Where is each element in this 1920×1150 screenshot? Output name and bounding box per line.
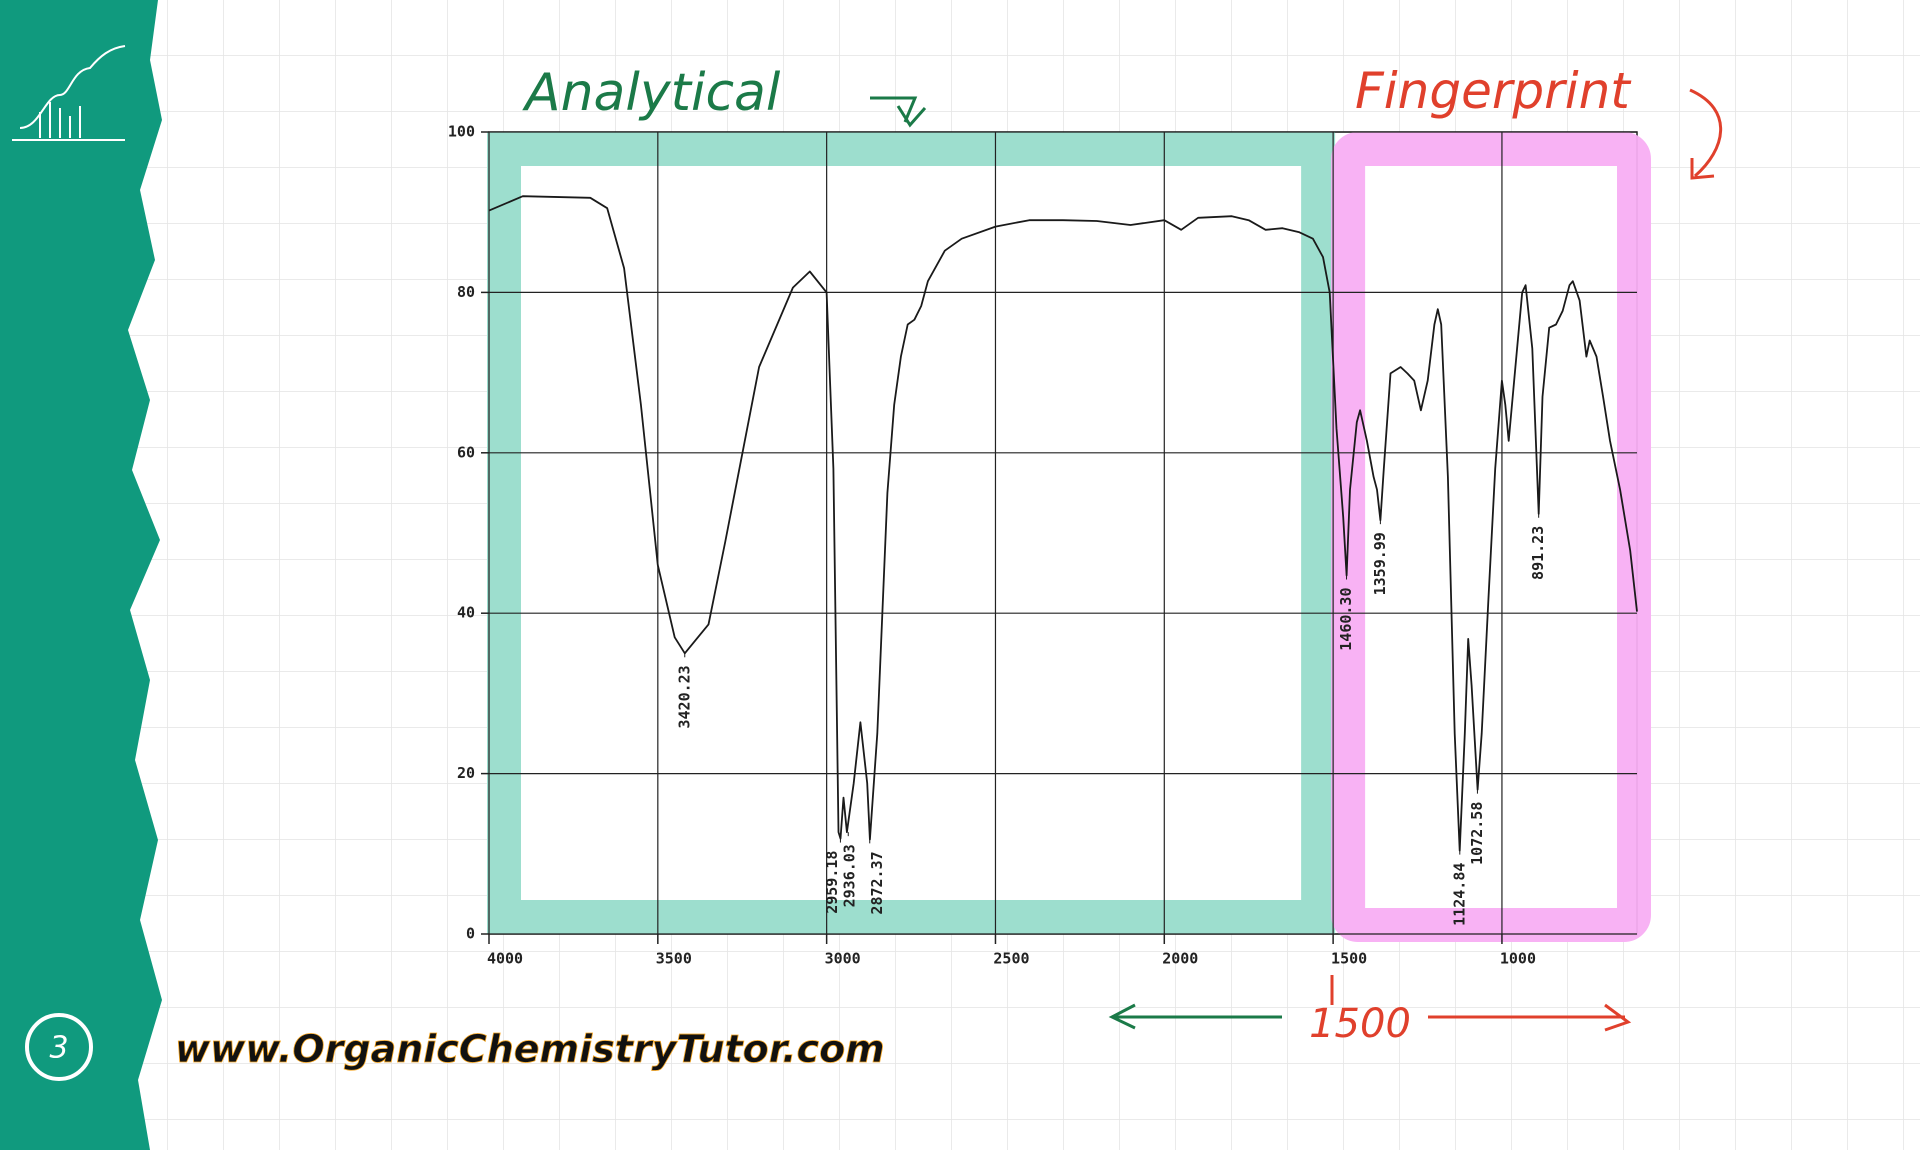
page-circle [25, 1013, 93, 1081]
analytical-label: Analytical [522, 63, 781, 123]
peak-label: 1124.84 [1450, 863, 1468, 926]
peak-label: 891.23 [1529, 526, 1547, 580]
x-tick-label: 3000 [825, 950, 861, 968]
peak-label: 1460.30 [1337, 588, 1355, 651]
fingerprint-label: Fingerprint [1355, 62, 1632, 120]
y-tick-label: 20 [457, 764, 475, 782]
peak-label: 2936.03 [841, 844, 859, 907]
fingerprint-arrow [1689, 88, 1723, 180]
region-frame [487, 132, 1336, 934]
peak-label: 3420.23 [675, 665, 693, 728]
page-number: 3 [49, 1031, 68, 1066]
y-tick-label: 100 [448, 123, 475, 141]
divider-label: 1500 [1309, 1001, 1411, 1047]
y-tick-label: 80 [457, 283, 475, 301]
plot-area [488, 131, 1638, 935]
peak-label: 1359.99 [1371, 532, 1389, 595]
x-tick-label: 1500 [1331, 950, 1367, 968]
analytical-arrow [870, 96, 927, 128]
x-tick-label: 3500 [656, 950, 692, 968]
right-arrow [1428, 1003, 1632, 1032]
x-tick-label: 2500 [993, 950, 1029, 968]
plot: 0 20 40 60 80 100 4000 3500 3000 2500 2000 1500 1000… [448, 123, 1652, 968]
y-tick-label: 0 [466, 925, 475, 943]
peak-label: 2959.18 [823, 851, 841, 914]
y-tick-label: 40 [457, 604, 475, 622]
x-tick-label: 4000 [487, 950, 523, 968]
left-arrow [1108, 1003, 1282, 1030]
teal-band [0, 0, 162, 1150]
nmr-icon [12, 45, 126, 141]
peak-label: 1072.58 [1468, 802, 1486, 865]
x-tick-label: 1000 [1500, 950, 1536, 968]
x-tick-label: 2000 [1162, 950, 1198, 968]
y-tick-label: 60 [457, 443, 475, 461]
peak-label: 2872.37 [868, 851, 886, 914]
footer: www.OrganicChemistryTutor.com [175, 1027, 885, 1071]
